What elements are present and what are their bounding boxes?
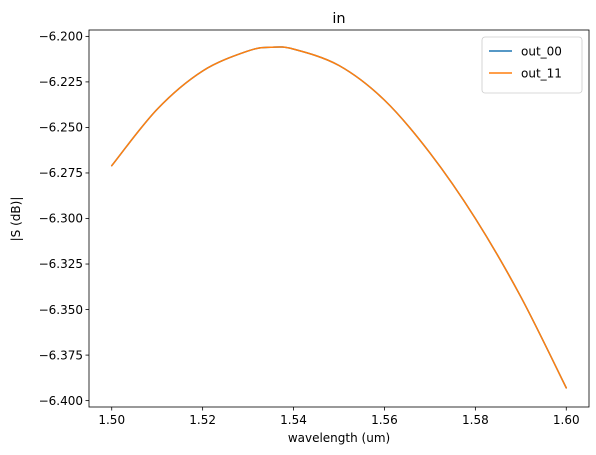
x-tick-label: 1.50	[98, 413, 125, 427]
y-tick-label: −6.300	[39, 212, 83, 226]
x-tick-label: 1.52	[189, 413, 216, 427]
x-tick-label: 1.54	[280, 413, 307, 427]
series-layer	[110, 46, 568, 389]
x-tick-label: 1.60	[553, 413, 580, 427]
y-tick-label: −6.200	[39, 30, 83, 44]
legend-label: out_00	[521, 44, 562, 58]
x-tick-label: 1.56	[371, 413, 398, 427]
y-axis-ticks: −6.200 −6.225 −6.250 −6.275 −6.300 −6.325 −6.3…	[39, 30, 89, 408]
y-tick-label: −6.225	[39, 75, 83, 89]
legend-label: out_11	[521, 66, 562, 80]
x-axis-label: wavelength (um)	[288, 431, 390, 445]
x-tick-label: 1.58	[462, 413, 489, 427]
y-tick-label: −6.350	[39, 303, 83, 317]
x-axis-ticks: 1.50 1.52 1.54 1.56 1.58 1.60	[98, 407, 580, 427]
legend: out_00 out_11	[481, 36, 583, 94]
series-line-out_00	[110, 46, 568, 389]
y-tick-label: −6.325	[39, 257, 83, 271]
y-tick-label: −6.400	[39, 394, 83, 408]
chart-title: in	[332, 11, 345, 27]
y-tick-label: −6.275	[39, 166, 83, 180]
y-tick-label: −6.250	[39, 121, 83, 135]
series-line-out_11	[110, 46, 568, 389]
y-tick-label: −6.375	[39, 348, 83, 362]
y-axis-label: |S (dB)|	[9, 197, 23, 242]
